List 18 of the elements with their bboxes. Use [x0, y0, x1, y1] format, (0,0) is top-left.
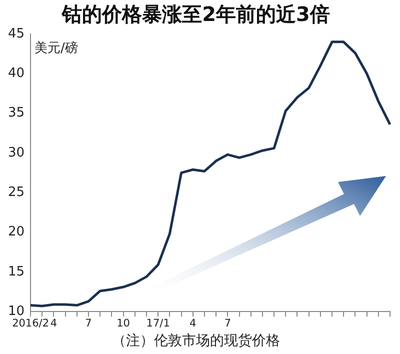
- y-tick-label: 15: [8, 264, 25, 280]
- x-tick-label: 7: [224, 318, 232, 330]
- chart-title: 钴的价格暴涨至2年前的近3倍: [61, 2, 330, 26]
- y-tick-label: 40: [8, 66, 25, 82]
- text: （注）伦敦市场的现货价格: [112, 333, 280, 350]
- y-tick-label: 20: [8, 224, 25, 240]
- y-axis-title: 美元/磅: [34, 40, 78, 56]
- x-tick-label: 7: [85, 318, 92, 330]
- y-tick-label: 45: [8, 26, 25, 42]
- y-tick-label: 10: [8, 304, 25, 319]
- x-tick-label: 4: [190, 318, 197, 330]
- x-tick-label: 2016/2: [12, 318, 50, 330]
- x-tick-label: 10: [116, 318, 130, 330]
- y-tick-label: 30: [8, 145, 25, 160]
- x-tick-label: 4: [50, 318, 58, 330]
- y-tick-label: 25: [8, 185, 25, 200]
- x-tick-label: 17/1: [146, 318, 170, 330]
- y-tick-label: 35: [8, 106, 25, 121]
